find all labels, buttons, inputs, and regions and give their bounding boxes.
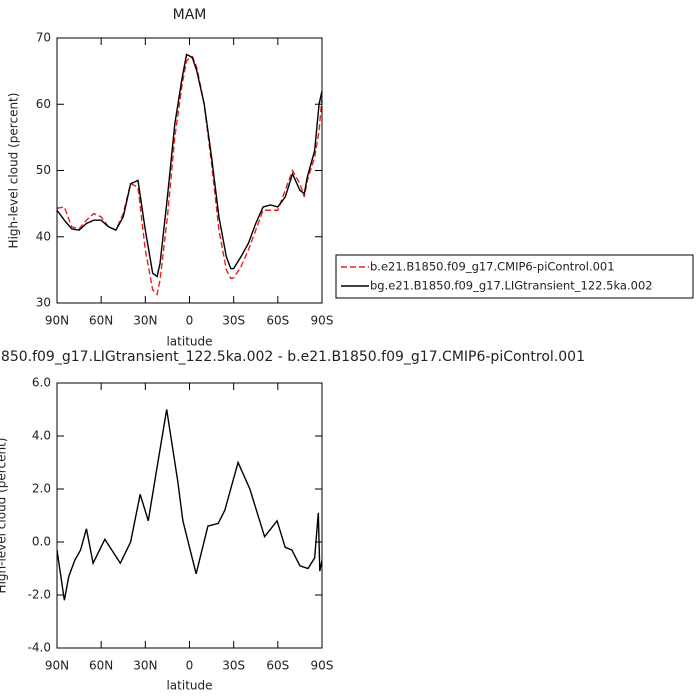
y-tick-label: 0.0 <box>32 535 51 549</box>
x-tick-label: 90N <box>45 659 69 673</box>
y-tick-label: 50 <box>36 163 51 177</box>
y-axis-label: High-level cloud (percent) <box>7 93 21 249</box>
line-series <box>57 409 322 601</box>
y-tick-label: 2.0 <box>32 482 51 496</box>
legend-box <box>335 254 694 299</box>
y-axis-label: High-level cloud (percent) <box>0 438 9 594</box>
x-axis-label: latitude <box>166 335 212 349</box>
line-series <box>57 55 322 296</box>
x-tick-label: 90S <box>311 659 334 673</box>
legend-label: bg.e21.B1850.f09_g17.LIGtransient_122.5k… <box>370 279 653 293</box>
x-axis-label: latitude <box>166 679 212 693</box>
x-tick-label: 30S <box>222 659 245 673</box>
chart-title: bg.e21.B1850.f09_g17.LIGtransient_122.5k… <box>0 349 585 365</box>
line-series <box>57 53 322 278</box>
x-tick-label: 90S <box>311 314 334 328</box>
plot-frame <box>56 37 323 304</box>
y-tick-label: 60 <box>36 97 51 111</box>
y-tick-label: 70 <box>36 31 51 45</box>
y-tick-label: -2.0 <box>28 588 51 602</box>
x-tick-label: 60S <box>266 659 289 673</box>
x-tick-label: 0 <box>186 659 194 673</box>
x-tick-label: 30N <box>133 659 157 673</box>
x-tick-label: 90N <box>45 314 69 328</box>
chart-title: MAM <box>173 7 207 23</box>
legend-label: b.e21.B1850.f09_g17.CMIP6-piControl.001 <box>370 260 615 274</box>
y-tick-label: 30 <box>36 296 51 310</box>
y-tick-label: -4.0 <box>28 641 51 655</box>
x-tick-label: 0 <box>186 314 194 328</box>
x-tick-label: 60S <box>266 314 289 328</box>
plot-frame <box>56 382 323 649</box>
x-tick-label: 60N <box>89 314 113 328</box>
x-tick-label: 30S <box>222 314 245 328</box>
y-tick-label: 6.0 <box>32 376 51 390</box>
y-tick-label: 40 <box>36 229 51 243</box>
x-tick-label: 30N <box>133 314 157 328</box>
x-tick-label: 60N <box>89 659 113 673</box>
y-tick-label: 4.0 <box>32 429 51 443</box>
